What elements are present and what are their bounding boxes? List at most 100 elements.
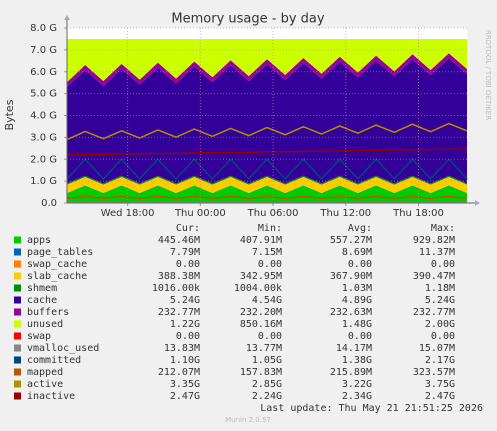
legend-stat: 7.79M	[170, 247, 200, 258]
legend-column-header: Min:	[258, 223, 282, 234]
legend-swatch	[14, 296, 21, 304]
legend-stat: 7.15M	[252, 247, 282, 258]
x-tick-label: Thu 12:00	[319, 208, 371, 219]
x-tick-label: Thu 06:00	[247, 208, 299, 219]
legend-stat: 215.89M	[330, 367, 372, 378]
legend-label: mapped	[27, 367, 63, 378]
legend-stat: 557.27M	[330, 235, 372, 246]
legend-stat: 212.07M	[158, 367, 200, 378]
legend-label: swap	[27, 331, 51, 342]
legend-stat: 2.00G	[425, 319, 455, 330]
legend-stat: 3.35G	[170, 379, 200, 390]
legend-stat: 8.69M	[342, 247, 372, 258]
y-tick-label: 3.0 G	[30, 132, 57, 143]
legend-stat: 13.83M	[164, 343, 200, 354]
legend-stat: 850.16M	[240, 319, 282, 330]
legend-label: shmem	[27, 283, 57, 294]
legend-swatch	[14, 248, 21, 256]
legend-stat: 232.77M	[158, 307, 200, 318]
legend-swatch	[14, 344, 21, 352]
legend-stat: 5.24G	[170, 295, 200, 306]
legend-stat: 1.10G	[170, 355, 200, 366]
y-tick-label: 4.0 G	[30, 111, 57, 122]
chart-title: Memory usage - by day	[171, 12, 324, 27]
legend-stat: 13.77M	[246, 343, 282, 354]
legend-stat: 0.00	[348, 331, 372, 342]
legend-stat: 232.20M	[240, 307, 282, 318]
legend-stat: 0.00	[176, 259, 200, 270]
legend-label: committed	[27, 355, 81, 366]
legend-column-header: Avg:	[348, 223, 372, 234]
axes	[66, 20, 475, 204]
legend-label: apps	[27, 235, 51, 246]
legend-label: vmalloc_used	[27, 343, 99, 354]
legend-swatch	[14, 236, 21, 244]
legend-stat: 0.00	[258, 259, 282, 270]
axis-arrow	[475, 200, 480, 206]
legend-stat: 323.57M	[413, 367, 455, 378]
y-tick-label: 6.0 G	[30, 67, 57, 78]
legend-stat: 11.37M	[419, 247, 455, 258]
y-tick-label: 0.0	[41, 198, 57, 209]
legend-column-header: Cur:	[176, 223, 200, 234]
legend-stat: 2.47G	[425, 391, 455, 402]
y-tick-label: 7.0 G	[30, 45, 57, 56]
legend-label: inactive	[27, 391, 75, 402]
side-label: RRDTOOL / TOBI OETIKER	[484, 30, 492, 120]
y-tick-label: 2.0 G	[30, 154, 57, 165]
legend-swatch	[14, 392, 21, 400]
legend-stat: 1.18M	[425, 283, 455, 294]
legend-stat: 1.05G	[252, 355, 282, 366]
line	[66, 195, 468, 200]
area	[67, 185, 467, 203]
legend-stat: 390.47M	[413, 271, 455, 282]
legend-stat: 388.38M	[158, 271, 200, 282]
legend-label: active	[27, 379, 63, 390]
legend-swatch	[14, 380, 21, 388]
legend-stat: 367.90M	[330, 271, 372, 282]
legend-stat: 4.54G	[252, 295, 282, 306]
legend-label: unused	[27, 319, 63, 330]
y-tick-label: 5.0 G	[30, 89, 57, 100]
legend-stat: 2.24G	[252, 391, 282, 402]
legend-stat: 3.75G	[425, 379, 455, 390]
legend-stat: 232.63M	[330, 307, 372, 318]
line	[66, 122, 468, 141]
legend-stat: 0.00	[258, 331, 282, 342]
y-tick-label: 8.0 G	[30, 23, 57, 34]
x-tick-label: Wed 18:00	[101, 208, 155, 219]
legend-stat: 1.48G	[342, 319, 372, 330]
legend-swatch	[14, 320, 21, 328]
legend-swatch	[14, 332, 21, 340]
x-tick-label: Thu 00:00	[174, 208, 226, 219]
area	[67, 58, 467, 184]
legend-stat: 3.22G	[342, 379, 372, 390]
legend-label: cache	[27, 295, 57, 306]
legend-stat: 0.00	[431, 331, 455, 342]
legend-swatch	[14, 308, 21, 316]
legend-label: page_tables	[27, 247, 93, 258]
area	[67, 53, 467, 88]
legend-stat: 929.82M	[413, 235, 455, 246]
legend-label: buffers	[27, 307, 69, 318]
legend-stat: 2.34G	[342, 391, 372, 402]
legend-stat: 157.83M	[240, 367, 282, 378]
legend-stat: 407.91M	[240, 235, 282, 246]
axis-arrow	[64, 15, 70, 20]
legend-stat: 342.95M	[240, 271, 282, 282]
legend-stat: 2.85G	[252, 379, 282, 390]
legend-stat: 1.22G	[170, 319, 200, 330]
legend-label: slab_cache	[27, 271, 87, 282]
legend-stat: 1016.00k	[152, 283, 200, 294]
legend-swatch	[14, 368, 21, 376]
legend-stat: 14.17M	[336, 343, 372, 354]
line	[66, 158, 468, 181]
legend-stat: 1.38G	[342, 355, 372, 366]
y-tick-label: 1.0 G	[30, 176, 57, 187]
legend-column-header: Max:	[431, 223, 455, 234]
footer: Last update: Thu May 21 21:51:25 2026	[260, 403, 483, 414]
legend-stat: 1004.00k	[234, 283, 282, 294]
legend-stat: 232.77M	[413, 307, 455, 318]
legend-stat: 2.17G	[425, 355, 455, 366]
